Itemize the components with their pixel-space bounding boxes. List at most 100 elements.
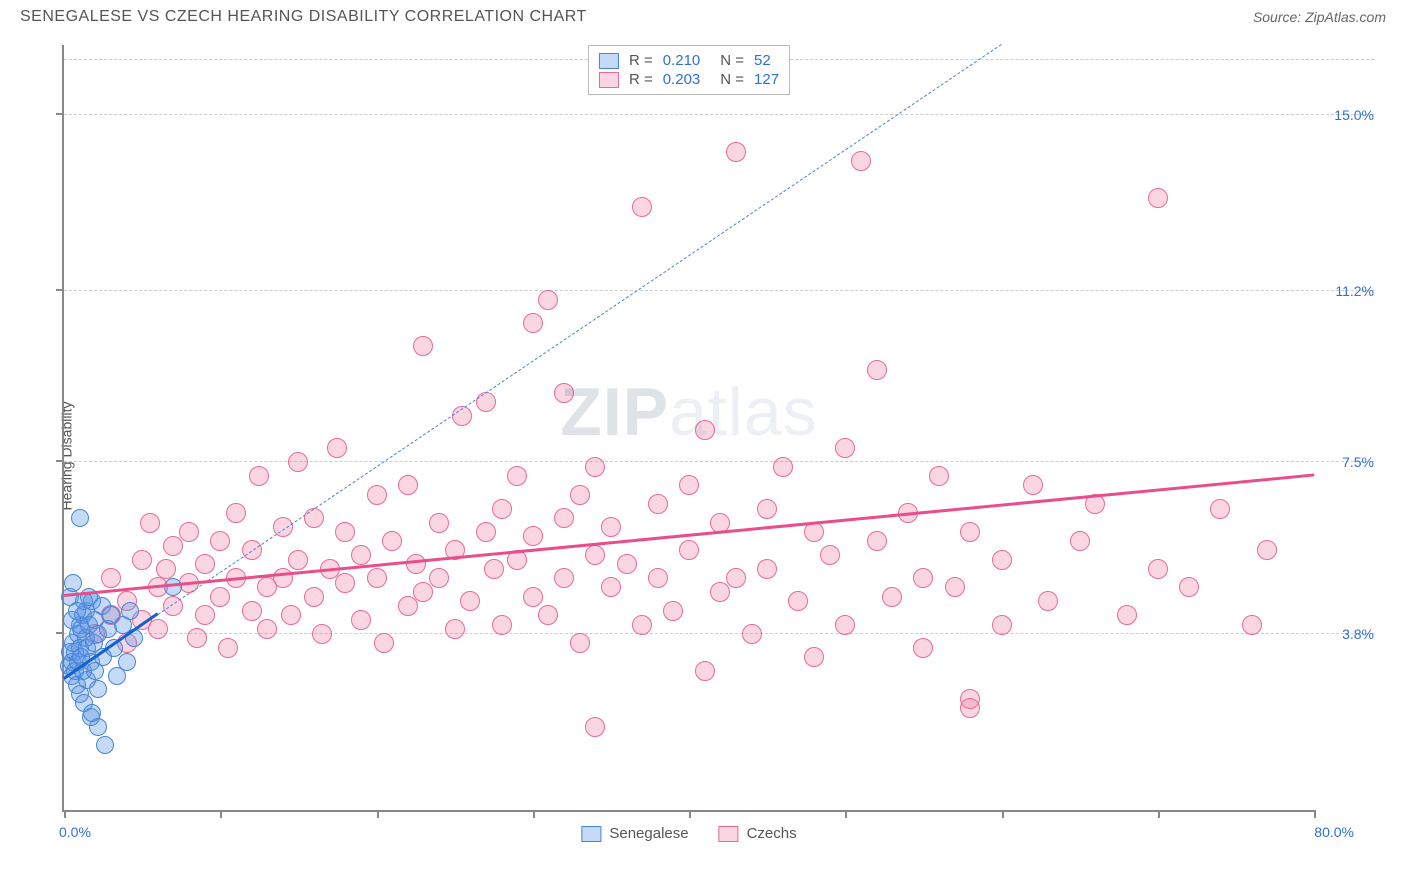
data-point [538, 290, 558, 310]
r-label: R = [629, 71, 653, 88]
data-point [148, 619, 168, 639]
data-point [726, 568, 746, 588]
x-axis-tick [689, 810, 691, 818]
data-point [445, 619, 465, 639]
watermark-bold: ZIP [560, 374, 669, 450]
data-point [554, 568, 574, 588]
data-point [523, 526, 543, 546]
data-point [195, 554, 215, 574]
data-point [913, 568, 933, 588]
data-point [429, 568, 449, 588]
data-point [773, 457, 793, 477]
data-point [492, 499, 512, 519]
data-point [570, 633, 590, 653]
data-point [710, 582, 730, 602]
legend-label: Senegalese [609, 825, 688, 842]
data-point [695, 661, 715, 681]
n-label: N = [720, 71, 744, 88]
data-point [492, 615, 512, 635]
trend-line [157, 44, 1001, 615]
legend-swatch [719, 826, 739, 842]
data-point [1070, 531, 1090, 551]
data-point [835, 615, 855, 635]
n-value: 52 [754, 52, 771, 69]
data-point [851, 151, 871, 171]
data-point [163, 536, 183, 556]
data-point [1117, 605, 1137, 625]
data-point [257, 619, 277, 639]
stats-row: R =0.203N =127 [599, 71, 779, 88]
data-point [187, 628, 207, 648]
data-point [1148, 188, 1168, 208]
watermark: ZIPatlas [560, 373, 817, 451]
plot-area: ZIPatlas R =0.210N =52R =0.203N =127 Sen… [62, 45, 1314, 812]
data-point [882, 587, 902, 607]
data-point [632, 615, 652, 635]
data-point [835, 438, 855, 458]
data-point [382, 531, 402, 551]
stats-row: R =0.210N =52 [599, 52, 779, 69]
data-point [523, 587, 543, 607]
data-point [538, 605, 558, 625]
data-point [913, 638, 933, 658]
data-point [1179, 577, 1199, 597]
data-point [335, 522, 355, 542]
y-axis-tick [56, 460, 64, 462]
legend-swatch [581, 826, 601, 842]
y-axis-tick [56, 113, 64, 115]
data-point [89, 718, 107, 736]
data-point [476, 392, 496, 412]
grid-line [64, 290, 1374, 291]
data-point [476, 522, 496, 542]
x-axis-tick [845, 810, 847, 818]
data-point [1038, 591, 1058, 611]
data-point [413, 582, 433, 602]
data-point [413, 336, 433, 356]
data-point [648, 568, 668, 588]
data-point [695, 420, 715, 440]
data-point [867, 531, 887, 551]
series-legend: SenegaleseCzechs [581, 825, 796, 842]
data-point [554, 383, 574, 403]
data-point [1242, 615, 1262, 635]
y-axis-tick [56, 632, 64, 634]
data-point [312, 624, 332, 644]
data-point [156, 559, 176, 579]
y-tick-label: 3.8% [1342, 626, 1374, 642]
data-point [132, 550, 152, 570]
data-point [121, 602, 139, 620]
data-point [484, 559, 504, 579]
data-point [929, 466, 949, 486]
data-point [960, 522, 980, 542]
data-point [992, 615, 1012, 635]
data-point [68, 602, 86, 620]
data-point [585, 457, 605, 477]
data-point [742, 624, 762, 644]
chart-title: SENEGALESE VS CZECH HEARING DISABILITY C… [20, 8, 587, 26]
data-point [64, 574, 82, 592]
x-axis-tick [1158, 810, 1160, 818]
data-point [1210, 499, 1230, 519]
x-axis-tick [1314, 810, 1316, 818]
data-point [648, 494, 668, 514]
data-point [195, 605, 215, 625]
grid-line [64, 461, 1374, 462]
data-point [179, 522, 199, 542]
chart-header: SENEGALESE VS CZECH HEARING DISABILITY C… [0, 0, 1406, 30]
x-axis-tick [1002, 810, 1004, 818]
data-point [335, 573, 355, 593]
data-point [585, 717, 605, 737]
data-point [554, 508, 574, 528]
data-point [210, 531, 230, 551]
chart-container: Hearing Disability ZIPatlas R =0.210N =5… [22, 40, 1384, 872]
x-axis-max-label: 80.0% [1314, 824, 1354, 840]
source-attribution: Source: ZipAtlas.com [1253, 9, 1386, 25]
x-axis-tick [377, 810, 379, 818]
data-point [523, 313, 543, 333]
data-point [820, 545, 840, 565]
grid-line [64, 114, 1374, 115]
series-swatch [599, 72, 619, 88]
data-point [374, 633, 394, 653]
data-point [351, 610, 371, 630]
data-point [288, 550, 308, 570]
